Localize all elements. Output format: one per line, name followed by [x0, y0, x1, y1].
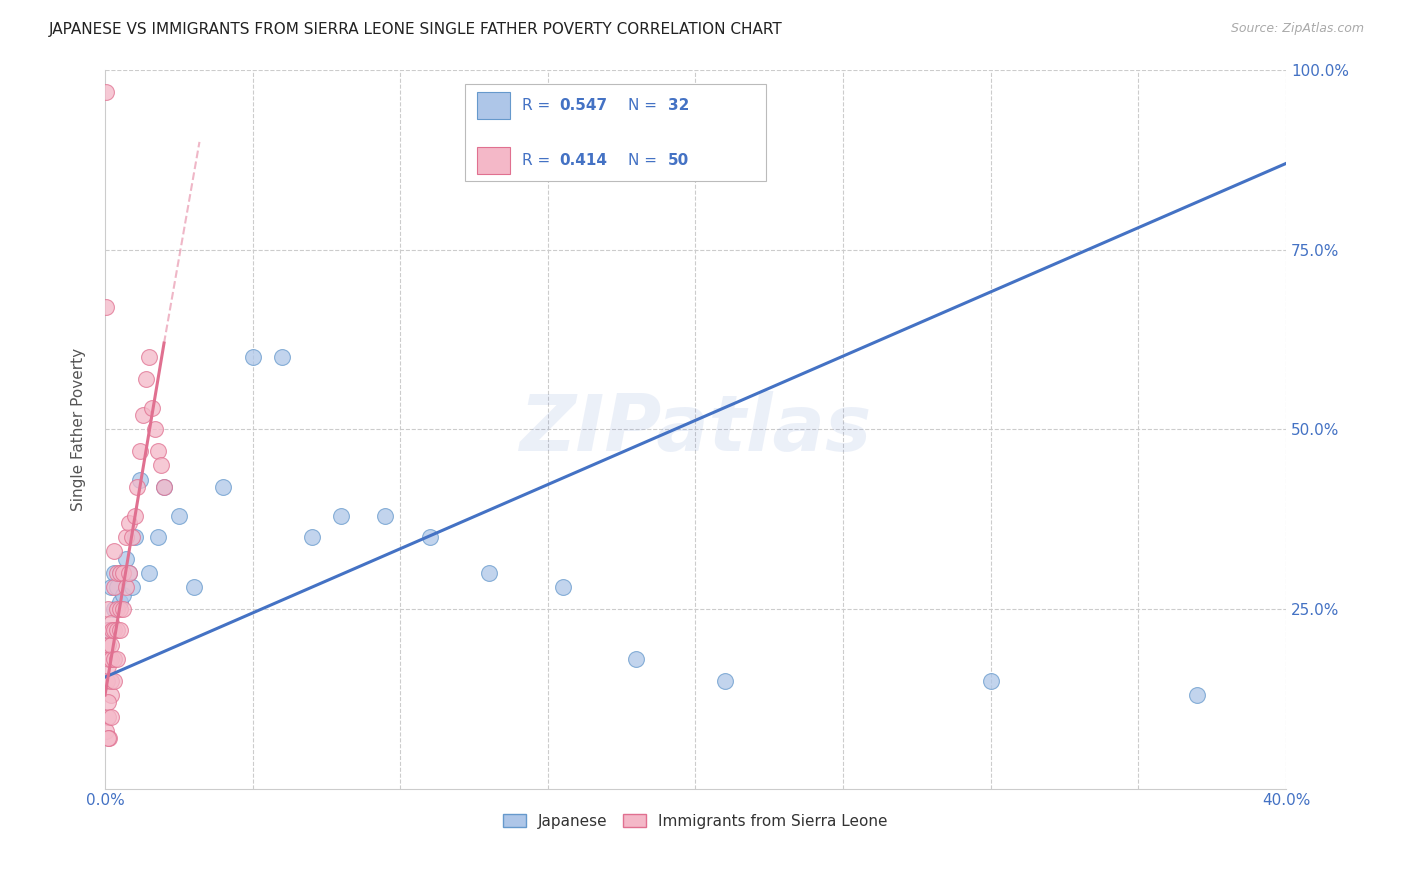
- Point: [129, 473, 152, 487]
- Point: [124, 530, 146, 544]
- Point: [100, 673, 122, 688]
- Point: [111, 566, 134, 580]
- Point: [97, 638, 120, 652]
- Point: [97, 709, 120, 723]
- FancyBboxPatch shape: [477, 147, 510, 174]
- Point: [478, 566, 501, 580]
- Point: [94, 85, 117, 99]
- Point: [183, 580, 205, 594]
- Point: [1187, 688, 1209, 702]
- Point: [100, 709, 122, 723]
- Point: [103, 602, 125, 616]
- FancyBboxPatch shape: [477, 92, 510, 119]
- Point: [105, 566, 128, 580]
- Point: [96, 673, 118, 688]
- Point: [101, 624, 124, 638]
- Point: [105, 652, 128, 666]
- Text: JAPANESE VS IMMIGRANTS FROM SIERRA LEONE SINGLE FATHER POVERTY CORRELATION CHART: JAPANESE VS IMMIGRANTS FROM SIERRA LEONE…: [49, 22, 783, 37]
- Point: [129, 443, 152, 458]
- Point: [138, 351, 160, 365]
- Point: [111, 566, 134, 580]
- Legend: Japanese, Immigrants from Sierra Leone: Japanese, Immigrants from Sierra Leone: [498, 807, 894, 835]
- Point: [100, 580, 122, 594]
- Point: [551, 580, 574, 594]
- Point: [100, 616, 122, 631]
- Text: N =: N =: [628, 98, 662, 112]
- Point: [150, 458, 173, 473]
- Point: [121, 580, 143, 594]
- Text: 0.547: 0.547: [560, 98, 607, 112]
- Point: [146, 530, 169, 544]
- Point: [97, 695, 120, 709]
- Point: [108, 602, 131, 616]
- Point: [714, 673, 737, 688]
- Point: [105, 580, 128, 594]
- Point: [271, 351, 294, 365]
- Point: [117, 566, 139, 580]
- Point: [167, 508, 190, 523]
- Point: [114, 551, 136, 566]
- Point: [153, 480, 176, 494]
- Point: [146, 443, 169, 458]
- Point: [105, 602, 128, 616]
- Point: [141, 401, 163, 415]
- Point: [127, 480, 149, 494]
- Point: [124, 508, 146, 523]
- Point: [132, 408, 155, 422]
- Point: [111, 602, 134, 616]
- Point: [97, 624, 120, 638]
- Text: 32: 32: [668, 98, 690, 112]
- Text: N =: N =: [628, 153, 662, 168]
- Point: [97, 624, 120, 638]
- Point: [100, 688, 122, 702]
- FancyBboxPatch shape: [465, 85, 766, 181]
- Point: [98, 652, 121, 666]
- Point: [97, 602, 120, 616]
- Point: [100, 638, 122, 652]
- Point: [301, 530, 323, 544]
- Point: [114, 580, 136, 594]
- Point: [97, 659, 120, 673]
- Point: [626, 652, 648, 666]
- Point: [100, 652, 122, 666]
- Point: [117, 566, 139, 580]
- Point: [103, 566, 125, 580]
- Point: [103, 544, 125, 558]
- Point: [103, 673, 125, 688]
- Point: [105, 624, 128, 638]
- Text: 50: 50: [668, 153, 689, 168]
- Y-axis label: Single Father Poverty: Single Father Poverty: [72, 348, 86, 511]
- Text: R =: R =: [522, 153, 555, 168]
- Point: [103, 652, 125, 666]
- Point: [103, 580, 125, 594]
- Point: [121, 530, 143, 544]
- Point: [103, 624, 125, 638]
- Point: [98, 731, 121, 746]
- Point: [114, 530, 136, 544]
- Text: 0.414: 0.414: [560, 153, 607, 168]
- Point: [153, 480, 176, 494]
- Point: [135, 372, 157, 386]
- Point: [108, 624, 131, 638]
- Point: [242, 351, 264, 365]
- Point: [96, 300, 118, 314]
- Point: [330, 508, 353, 523]
- Text: Source: ZipAtlas.com: Source: ZipAtlas.com: [1230, 22, 1364, 36]
- Point: [97, 731, 120, 746]
- Point: [980, 673, 1002, 688]
- Point: [108, 566, 131, 580]
- Point: [138, 566, 160, 580]
- Text: ZIPatlas: ZIPatlas: [519, 392, 872, 467]
- Point: [111, 588, 134, 602]
- Point: [143, 422, 166, 436]
- Point: [212, 480, 235, 494]
- Point: [374, 508, 396, 523]
- Point: [419, 530, 441, 544]
- Text: R =: R =: [522, 98, 555, 112]
- Point: [108, 566, 131, 580]
- Point: [117, 516, 139, 530]
- Point: [96, 724, 118, 739]
- Point: [108, 595, 131, 609]
